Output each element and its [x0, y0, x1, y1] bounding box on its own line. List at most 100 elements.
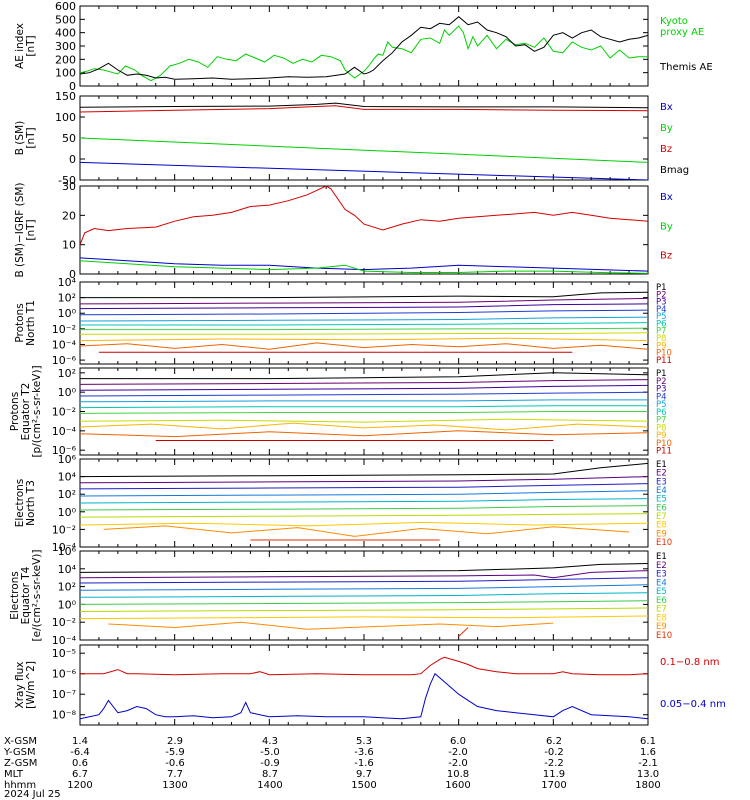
ephemeris-value: -2.0	[448, 758, 468, 769]
ephemeris-row-label: Z-GSM	[4, 758, 37, 769]
series-line	[80, 615, 648, 620]
legend-label: P11	[656, 447, 672, 457]
series-group	[80, 563, 648, 637]
y-tick-label: 300	[55, 40, 76, 53]
series-line	[80, 476, 648, 484]
ephemeris-value: 6.2	[546, 736, 562, 747]
legend-label: E10	[656, 631, 672, 641]
series-line	[80, 422, 648, 431]
series-line	[80, 337, 648, 342]
legend-label: P10	[656, 349, 672, 359]
series-line	[80, 411, 648, 414]
legend-label: E1	[656, 552, 667, 562]
series-line	[80, 521, 648, 527]
series-line	[80, 656, 648, 676]
series-line	[80, 137, 648, 163]
ephemeris-value: 1.4	[72, 736, 88, 747]
legend-label: E5	[656, 587, 667, 597]
legend-label: E7	[656, 605, 667, 615]
y-tick-label: 400	[55, 27, 76, 40]
ephemeris-value: 10.8	[447, 769, 469, 780]
y-axis-title-line: Protons	[14, 303, 26, 342]
y-tick-label: 0	[69, 153, 76, 166]
y-tick-label: 10⁻⁴	[52, 634, 77, 647]
series-line	[80, 186, 648, 245]
y-tick-label: 10⁴	[58, 471, 77, 484]
y-tick-label: 100	[55, 111, 76, 124]
ephemeris-value: 7.7	[167, 769, 183, 780]
legend-label: E6	[656, 503, 667, 513]
legend-label: P3	[656, 298, 667, 308]
legend-label: P11	[656, 356, 672, 366]
legend-label: E5	[656, 495, 667, 505]
ephemeris-value: 1300	[162, 780, 187, 791]
series-group	[80, 186, 648, 274]
legend-label-line: proxy AE	[660, 27, 704, 38]
ephemeris-value: -0.2	[544, 747, 564, 758]
series-line	[80, 105, 648, 113]
ephemeris-value: 13.0	[637, 769, 659, 780]
panel-2: -50 0 50 100 150 B (SM)[nT] Bx By Bz Bmag	[14, 90, 689, 187]
legend-label: E6	[656, 596, 667, 606]
legend-label: P7	[656, 327, 667, 337]
ephemeris-value: -2.1	[638, 758, 658, 769]
series-group	[80, 656, 648, 720]
y-tick-label: 100	[55, 67, 76, 80]
ephemeris-value: 1600	[445, 780, 470, 791]
y-tick-label: 600	[55, 0, 76, 13]
y-tick-label: 10⁻⁵	[52, 647, 76, 660]
y-tick-label: 10⁻²	[52, 523, 76, 536]
legend-label: P4	[656, 305, 667, 315]
y-axis-title: Xray flux[W/m^2]	[14, 661, 37, 709]
legend-label: E4	[656, 486, 667, 496]
y-axis-title-line: North T3	[25, 480, 37, 526]
series-line	[458, 627, 469, 637]
legend-label-line: Kyoto	[660, 16, 688, 27]
legend-label: 0.05−0.4 nm	[660, 699, 726, 710]
y-tick-label: 10⁰	[58, 506, 77, 519]
legend-label: P5	[656, 400, 667, 410]
y-tick-label: 10⁻⁸	[52, 709, 77, 722]
series-line	[80, 430, 648, 438]
series-line	[80, 513, 648, 518]
series-line	[80, 25, 648, 82]
legend-label: P3	[656, 385, 667, 395]
y-axis-title-line: [p/(cm²-s-sr-keV)]	[31, 365, 43, 457]
ephemeris-value: 6.1	[640, 736, 656, 747]
legend-label: E9	[656, 529, 667, 539]
series-line	[80, 505, 648, 511]
y-tick-label: 10	[62, 239, 76, 252]
series-line	[80, 342, 648, 350]
y-axis-title: B (SM)[nT]	[14, 121, 37, 155]
ephemeris-value: 1.6	[640, 747, 656, 758]
series-line	[80, 490, 648, 497]
ephemeris-value: 1500	[351, 780, 376, 791]
panel-7: 10⁶ 10⁴ 10² 10⁰ 10⁻² 10⁻⁴ ElectronsEquator T4[…	[9, 545, 672, 647]
legend-label: Bz	[660, 144, 672, 155]
series-line	[80, 379, 648, 385]
series-line	[80, 600, 648, 605]
y-tick-label: 10⁴	[58, 563, 77, 576]
legend-label: By	[660, 123, 673, 134]
ephemeris-value: -2.0	[448, 747, 468, 758]
ephemeris-value: 8.7	[262, 769, 278, 780]
series-group	[80, 291, 648, 353]
y-tick-label: 10²	[58, 367, 76, 380]
legend-label: E10	[656, 538, 672, 548]
legend-label: P10	[656, 439, 672, 449]
legend-label: 0.1−0.8 nm	[660, 657, 719, 668]
y-tick-label: 10⁻²	[52, 616, 76, 629]
panel-frame	[79, 644, 649, 726]
legend-label: Themis AE	[659, 62, 713, 73]
y-axis-title-line: Electrons	[14, 479, 26, 528]
legend-label: Bx	[660, 102, 673, 113]
ephemeris-value: -5.0	[260, 747, 280, 758]
y-axis-title-line: Equator T2	[20, 383, 32, 441]
series-group	[80, 16, 648, 82]
y-axis-title-line: [nT]	[25, 127, 37, 148]
y-tick-label: 10⁻⁴	[52, 338, 77, 351]
y-tick-label: 10²	[58, 488, 76, 501]
ephemeris-row-label: X-GSM	[4, 736, 37, 747]
